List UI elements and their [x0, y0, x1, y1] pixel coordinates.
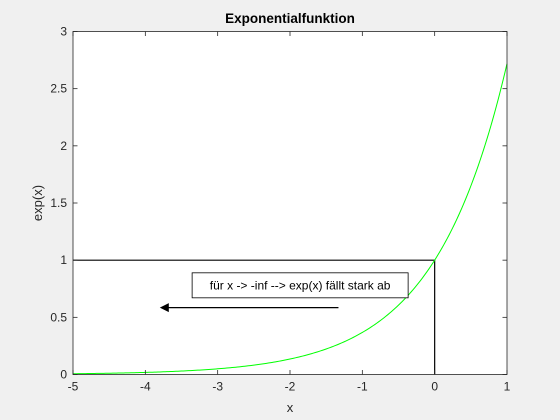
x-tick-label: -5 — [68, 380, 79, 394]
y-tick-label: 1 — [60, 253, 67, 267]
ticks: -5 -4 -3 -2 -1 0 1 0 0.5 1 1.5 2 2.5 3 — [50, 25, 510, 394]
annotation-box — [191, 272, 409, 299]
x-tick-label: 1 — [504, 380, 511, 394]
x-tick-label: -2 — [285, 380, 296, 394]
x-tick-label: -4 — [140, 380, 151, 394]
y-tick-label: 1.5 — [50, 196, 67, 210]
annotations: für x -> -inf --> exp(x) fällt stark ab — [159, 272, 409, 313]
y-tick-label: 0 — [60, 368, 67, 382]
annotation-text: für x -> -inf --> exp(x) fällt stark ab — [210, 278, 391, 292]
y-axis-label: exp(x) — [30, 185, 45, 221]
x-tick-label: -3 — [212, 380, 223, 394]
y-tick-label: 0.5 — [50, 310, 67, 324]
reference-lines — [73, 259, 436, 375]
x-tick-label: -1 — [357, 380, 368, 394]
y-tick-label: 2.5 — [50, 82, 67, 96]
chart-title: Exponentialfunktion — [225, 11, 355, 26]
x-tick-label: 0 — [431, 380, 438, 394]
annotation-arrow-head — [159, 303, 169, 313]
y-tick-label: 2 — [60, 139, 67, 153]
x-axis-label: x — [287, 400, 294, 415]
plot-area — [73, 31, 507, 375]
y-tick-label: 3 — [60, 25, 67, 39]
